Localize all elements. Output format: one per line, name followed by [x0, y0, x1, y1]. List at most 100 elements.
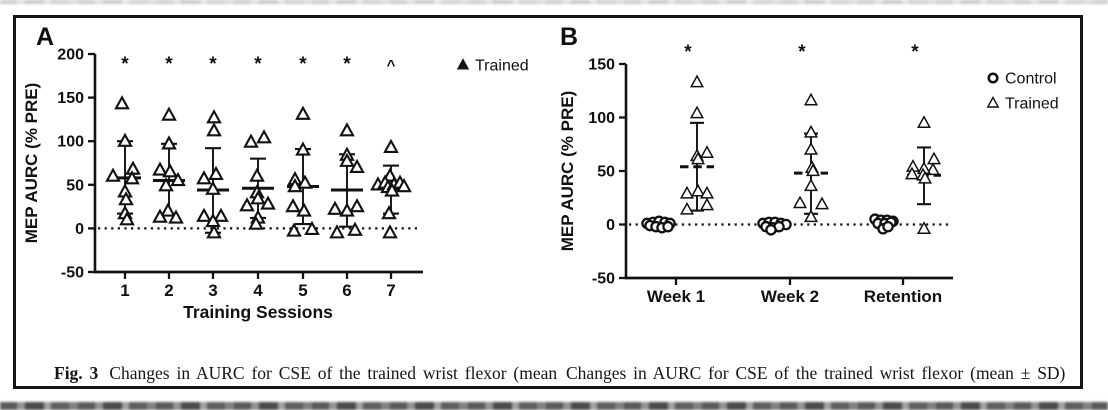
legend-triangle-icon — [456, 58, 470, 70]
data-point-triangle — [285, 198, 301, 213]
data-point-triangle — [118, 191, 134, 206]
data-point-triangle — [161, 106, 177, 121]
figure-caption-left: Fig. 3 Changes in AURC for CSE of the tra… — [54, 363, 557, 384]
legend: Trained — [456, 58, 529, 75]
svg-text:4: 4 — [253, 281, 263, 300]
svg-text:5: 5 — [298, 281, 307, 300]
data-point-triangle — [699, 197, 715, 211]
data-point-triangle — [679, 185, 695, 199]
data-point-triangle — [250, 190, 266, 205]
data-point-triangle — [349, 158, 365, 174]
data-point-triangle — [803, 124, 819, 138]
x-axis-title: Training Sessions — [183, 302, 333, 322]
legend-label: Trained — [1005, 96, 1059, 113]
legend-triangle-icon — [986, 96, 1000, 108]
data-point-triangle — [296, 202, 312, 217]
data-point-triangle — [295, 105, 311, 120]
significance-marker: * — [343, 54, 351, 75]
data-point-triangle — [382, 167, 398, 182]
data-point-triangle — [105, 167, 121, 182]
significance-marker: * — [684, 42, 692, 63]
data-point-triangle — [690, 151, 706, 165]
data-point-triangle — [124, 170, 140, 185]
data-point-triangle — [803, 141, 819, 155]
data-point-triangle — [349, 198, 365, 213]
legend: Control Trained — [986, 71, 1059, 113]
svg-text:1: 1 — [120, 281, 129, 300]
data-point-triangle — [161, 135, 177, 150]
svg-text:Week 1: Week 1 — [647, 287, 705, 306]
data-point-triangle — [339, 152, 355, 167]
data-point-triangle — [382, 224, 398, 239]
data-point-triangle — [206, 122, 222, 137]
data-point-triangle — [916, 221, 932, 234]
data-point-triangle — [917, 170, 933, 184]
legend-circle-icon — [987, 72, 999, 84]
data-point-triangle — [158, 177, 174, 192]
data-point-triangle — [384, 182, 400, 197]
svg-text:-50: -50 — [61, 265, 84, 282]
svg-text:100: 100 — [588, 110, 615, 127]
data-point-triangle — [168, 209, 184, 224]
data-point-triangle — [162, 163, 178, 178]
data-point-triangle — [256, 129, 272, 144]
data-point-triangle — [699, 145, 715, 158]
figure-border — [13, 15, 1083, 389]
y-axis-title: MEP AURC (% PRE) — [22, 83, 41, 244]
significance-marker: * — [121, 54, 129, 75]
significance-marker: * — [209, 54, 217, 75]
svg-text:150: 150 — [588, 57, 615, 74]
data-point-triangle — [925, 162, 941, 176]
data-point-triangle — [327, 200, 343, 215]
data-point-triangle — [239, 197, 255, 212]
significance-marker: * — [798, 42, 806, 63]
svg-text:100: 100 — [57, 134, 84, 151]
data-point-triangle — [248, 215, 264, 230]
svg-text:Retention: Retention — [864, 287, 942, 306]
significance-marker: * — [299, 54, 307, 75]
data-point-triangle — [119, 211, 135, 226]
data-point-triangle — [381, 205, 397, 220]
series-trained — [105, 95, 412, 239]
data-point-triangle — [160, 202, 176, 217]
data-point-triangle — [792, 195, 808, 209]
svg-text:7: 7 — [386, 281, 395, 300]
data-point-triangle — [329, 224, 345, 239]
data-point-triangle — [206, 224, 222, 239]
data-point-triangle — [196, 207, 212, 222]
panel-b: 150 100 50 0 -50 Week 1 Week 2 Retention MEP AUR… — [558, 23, 1059, 306]
data-point-triangle — [152, 208, 168, 223]
data-point-circle — [765, 224, 777, 236]
data-point-triangle — [249, 167, 265, 182]
data-point-triangle — [260, 195, 276, 210]
panel-a: 200 150 100 50 0 -50 1 2 3 4 5 6 7 MEP AURC (% PRE) Tr… — [22, 23, 529, 322]
data-point-triangle — [152, 161, 168, 176]
data-point-triangle — [304, 220, 320, 235]
significance-marker: * — [165, 54, 173, 75]
data-point-triangle — [347, 221, 363, 236]
svg-text:50: 50 — [66, 177, 84, 194]
data-point-triangle — [339, 122, 355, 137]
legend-label: Trained — [475, 58, 529, 75]
data-point-triangle — [208, 165, 224, 181]
data-point-triangle — [196, 170, 212, 185]
data-point-triangle — [690, 183, 706, 197]
data-point-circle — [662, 220, 674, 233]
caption-left-text: Changes in AURC for CSE of the trained w… — [109, 363, 558, 383]
data-point-triangle — [803, 92, 819, 106]
caption-right-text: Changes in AURC for CSE of the trained w… — [566, 363, 1066, 383]
svg-text:-50: -50 — [592, 271, 615, 288]
panel-letter: B — [560, 23, 578, 51]
data-point-triangle — [699, 185, 715, 199]
svg-text:0: 0 — [606, 217, 615, 234]
data-point-triangle — [213, 207, 229, 222]
svg-text:2: 2 — [164, 281, 173, 300]
legend-label: Control — [1005, 71, 1057, 88]
data-point-triangle — [803, 209, 819, 223]
svg-text:150: 150 — [57, 90, 84, 107]
y-axis-title: MEP AURC (% PRE) — [558, 91, 577, 252]
series-control — [641, 213, 899, 236]
figure-caption-right: Changes in AURC for CSE of the trained w… — [566, 363, 1084, 384]
data-point-triangle — [170, 171, 186, 187]
